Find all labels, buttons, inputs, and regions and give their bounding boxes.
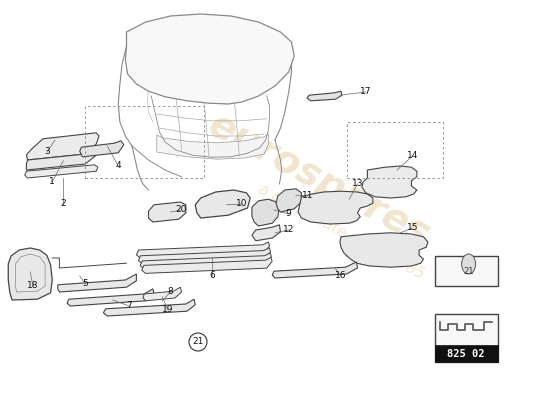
Text: 825 02: 825 02 <box>447 348 485 358</box>
Text: 3: 3 <box>44 148 50 156</box>
Bar <box>434 256 498 286</box>
Polygon shape <box>25 165 98 178</box>
Polygon shape <box>139 248 271 264</box>
Polygon shape <box>307 91 342 101</box>
Text: 7: 7 <box>126 302 132 310</box>
Text: 19: 19 <box>162 306 173 314</box>
Polygon shape <box>272 262 358 278</box>
Text: 16: 16 <box>336 272 346 280</box>
Polygon shape <box>362 166 417 198</box>
Polygon shape <box>195 190 250 218</box>
Text: 14: 14 <box>407 152 418 160</box>
Polygon shape <box>143 287 182 301</box>
Text: 8: 8 <box>168 288 173 296</box>
Ellipse shape <box>461 254 476 274</box>
Text: 5: 5 <box>82 280 88 288</box>
Text: a passionate since 1985: a passionate since 1985 <box>256 182 426 282</box>
Polygon shape <box>340 233 428 267</box>
Text: 15: 15 <box>407 224 418 232</box>
Polygon shape <box>8 248 52 300</box>
Text: 21: 21 <box>192 338 204 346</box>
Text: 17: 17 <box>360 88 371 96</box>
Polygon shape <box>252 225 280 241</box>
Polygon shape <box>140 253 271 269</box>
Polygon shape <box>157 134 268 159</box>
Text: 1: 1 <box>50 178 55 186</box>
Text: 2: 2 <box>60 200 66 208</box>
Text: 6: 6 <box>209 272 214 280</box>
Text: 18: 18 <box>28 282 38 290</box>
Polygon shape <box>252 199 279 226</box>
Text: 13: 13 <box>352 180 363 188</box>
Polygon shape <box>58 274 136 292</box>
Polygon shape <box>26 150 96 170</box>
Text: 11: 11 <box>302 192 313 200</box>
Polygon shape <box>276 189 301 212</box>
Bar <box>434 345 498 362</box>
Text: 9: 9 <box>286 210 292 218</box>
Polygon shape <box>148 202 186 222</box>
Polygon shape <box>80 141 124 157</box>
Polygon shape <box>103 299 195 316</box>
Text: 10: 10 <box>236 200 248 208</box>
Text: eurospares: eurospares <box>202 106 436 254</box>
Polygon shape <box>67 289 154 306</box>
Bar <box>434 314 498 362</box>
Polygon shape <box>136 242 270 258</box>
Polygon shape <box>125 14 294 104</box>
Polygon shape <box>298 191 373 224</box>
Text: 21: 21 <box>463 267 474 276</box>
Text: 12: 12 <box>283 226 294 234</box>
Polygon shape <box>142 257 272 273</box>
Text: 4: 4 <box>116 162 121 170</box>
Bar <box>85 106 204 178</box>
Bar <box>346 122 443 178</box>
Polygon shape <box>26 133 99 160</box>
Text: 20: 20 <box>176 206 187 214</box>
